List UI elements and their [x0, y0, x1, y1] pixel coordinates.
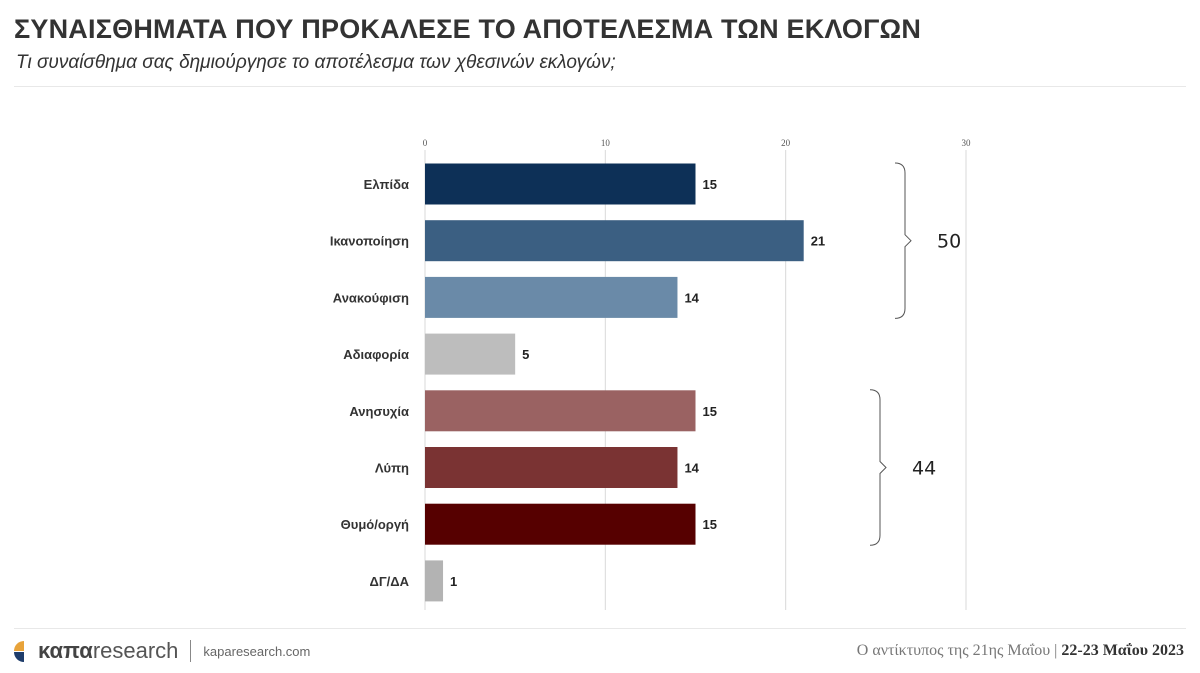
category-label: Ικανοποίηση — [330, 234, 409, 249]
site-link[interactable]: kaparesearch.com — [203, 643, 311, 659]
group-total-label: 50 — [937, 231, 961, 253]
category-label: Θυμό/οργή — [341, 517, 409, 532]
footer-caption: Ο αντίκτυπος της 21ης Μαΐου | — [856, 642, 1058, 659]
divider — [14, 86, 1186, 87]
footer-date: 22-23 Μαΐου 2023 — [1061, 642, 1184, 659]
group-bracket — [869, 389, 887, 546]
divider — [14, 628, 1186, 629]
category-label: ΔΓ/ΔΑ — [369, 574, 409, 589]
x-tick-label: 20 — [781, 138, 791, 148]
group-total-label: 44 — [912, 458, 936, 480]
data-label: 5 — [522, 347, 529, 362]
category-label: Ανησυχία — [349, 404, 409, 419]
bar — [425, 333, 516, 375]
bar — [425, 503, 696, 545]
category-label: Ελπίδα — [364, 177, 409, 192]
brand-logo: καπαresearch — [38, 638, 179, 663]
data-label: 14 — [684, 290, 699, 305]
footer-brand: καπαresearch kaparesearch.com — [12, 638, 310, 664]
category-label: Λύπη — [375, 461, 409, 476]
bar — [425, 390, 696, 432]
data-label: 15 — [703, 404, 717, 419]
separator — [190, 640, 192, 662]
data-label: 21 — [811, 234, 825, 249]
data-label: 14 — [684, 461, 699, 476]
x-tick-label: 10 — [601, 138, 611, 148]
data-label: 15 — [703, 517, 717, 532]
bar — [425, 276, 678, 318]
page-subtitle: Τι συναίσθημα σας δημιούργησε το αποτέλε… — [16, 52, 616, 73]
bar — [425, 163, 696, 205]
data-label: 15 — [703, 177, 717, 192]
bar — [425, 560, 444, 602]
category-label: Ανακούφιση — [333, 290, 409, 305]
kapa-logo-icon — [14, 641, 24, 662]
x-tick-label: 30 — [962, 138, 972, 148]
group-bracket — [894, 162, 912, 319]
footer-note: Ο αντίκτυπος της 21ης Μαΐου | 22-23 Μαΐο… — [857, 642, 1184, 660]
x-tick-label: 0 — [423, 138, 428, 148]
data-label: 1 — [450, 574, 457, 589]
bar — [425, 220, 804, 262]
bar — [425, 447, 678, 488]
category-label: Αδιαφορία — [343, 347, 409, 362]
page-title: ΣΥΝΑΙΣΘΗΜΑΤΑ ΠΟΥ ΠΡΟΚΑΛΕΣΕ ΤΟ ΑΠΟΤΕΛΕΣΜΑ… — [14, 14, 922, 44]
